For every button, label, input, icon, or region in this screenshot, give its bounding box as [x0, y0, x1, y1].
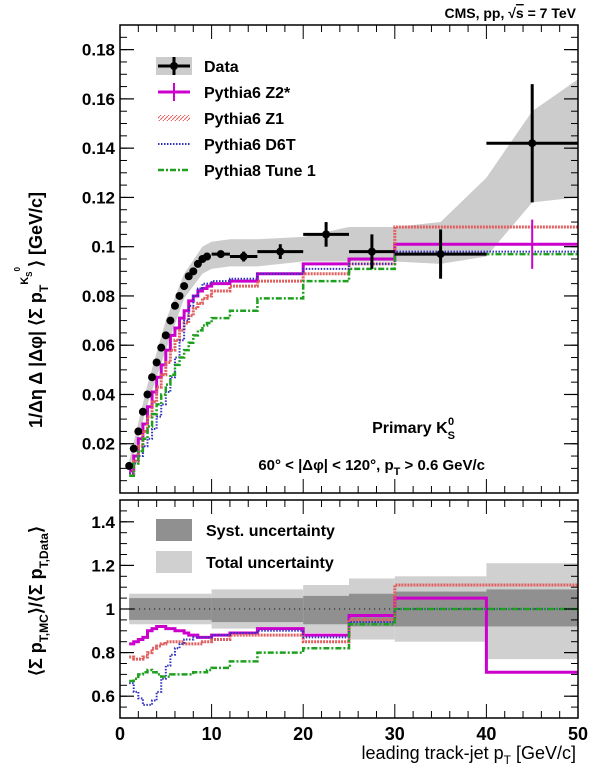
legend-z1-swatch: [158, 115, 190, 121]
top-ylabel: 1/Δη Δ |Δφ| ⟨Σ pTKS0⟩ [GeV/c]: [13, 192, 51, 428]
top-series-pythia6-d6t: [129, 250, 578, 475]
header-label: CMS, pp, √s = 7 TeV: [444, 5, 576, 21]
top-ytick-label: 0.16: [82, 90, 115, 109]
data-point: [436, 250, 445, 259]
ratio-legend-swatch: [156, 551, 192, 573]
data-point: [203, 252, 212, 261]
syst-uncertainty-band: [129, 598, 212, 620]
data-point: [276, 247, 285, 256]
data-point: [175, 291, 184, 300]
top-ytick-label: 0.12: [82, 188, 115, 207]
top-ytick-label: 0.08: [82, 287, 115, 306]
ratio-panel: 0.6 0.8 1 1.2 1.4 0 10 20 30 40 50 Syst. uncertaint…: [91, 499, 588, 744]
x-tick-label: 10: [202, 724, 222, 744]
data-point: [367, 247, 376, 256]
ratio-ytick-label: 1: [106, 600, 115, 619]
data-point: [322, 230, 331, 239]
data-point: [138, 407, 147, 416]
top-panel: 0.02 0.04 0.06 0.08 0.1 0.12 0.14 0.16 0.18 Data P…: [82, 24, 579, 494]
data-point: [170, 301, 179, 310]
ratio-series-pythia8-tune-1: [129, 607, 578, 683]
data-point: [143, 390, 152, 399]
ratio-ytick-label: 0.6: [91, 687, 115, 706]
data-point: [157, 343, 166, 352]
data-point: [239, 252, 248, 261]
annotation-primary: Primary KS0: [372, 416, 455, 442]
x-tick-label: 0: [115, 724, 125, 744]
data-point: [148, 373, 157, 382]
legend-label: Pythia6 Z2*: [204, 85, 291, 102]
data-point: [125, 461, 134, 470]
x-tick-label: 20: [293, 724, 313, 744]
data-point: [180, 282, 189, 291]
legend-label: Pythia8 Tune 1: [204, 163, 316, 180]
x-tick-label: 50: [568, 724, 588, 744]
legend-label: Pythia6 Z1: [204, 111, 284, 128]
legend-data-marker: [170, 62, 178, 70]
top-ytick-label: 0.06: [82, 336, 115, 355]
syst-uncertainty-band: [303, 595, 349, 625]
data-point: [216, 250, 225, 259]
data-point: [528, 139, 537, 148]
top-ytick-label: 0.04: [82, 385, 116, 404]
ratio-legend-label: Syst. uncertainty: [206, 523, 335, 540]
data-point: [166, 316, 175, 325]
x-axis-label: leading track-jet pT [GeV/c]: [362, 743, 576, 767]
data-point: [161, 331, 170, 340]
top-ytick-label: 0.02: [82, 435, 115, 454]
ratio-ytick-label: 1.4: [91, 513, 115, 532]
ratio-ytick-label: 0.8: [91, 644, 115, 663]
x-tick-label: 40: [476, 724, 496, 744]
top-ytick-label: 0.14: [82, 139, 116, 158]
data-point: [134, 427, 143, 436]
ratio-series-pythia6-d6t: [129, 608, 578, 706]
ratio-ytick-label: 1.2: [91, 556, 115, 575]
syst-uncertainty-band: [211, 598, 304, 623]
top-series-pythia8-tune-1: [129, 252, 578, 478]
top-ytick-label: 0.1: [91, 238, 115, 257]
legend-label: Data: [204, 59, 239, 76]
x-tick-label: 30: [385, 724, 405, 744]
ratio-legend-swatch: [156, 519, 192, 541]
data-point: [129, 444, 138, 453]
legend-label: Pythia6 D6T: [204, 137, 296, 154]
ratio-ylabel: ⟨Σ pT,MC⟩/⟨Σ pT,Data⟩: [26, 526, 51, 676]
data-uncertainty-band: [129, 79, 578, 471]
top-ytick-label: 0.18: [82, 41, 115, 60]
annotation-cuts: 60° < |Δφ| < 120°, pT > 0.6 GeV/c: [258, 457, 485, 478]
ratio-legend-label: Total uncertainty: [206, 555, 334, 572]
data-point: [189, 267, 198, 276]
data-point: [152, 358, 161, 367]
